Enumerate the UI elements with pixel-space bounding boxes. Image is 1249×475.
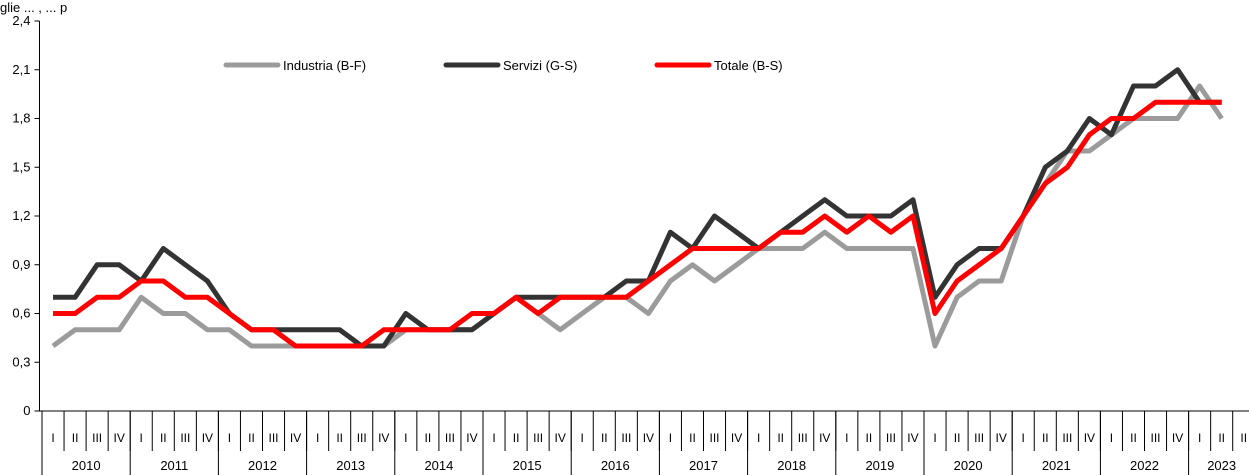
quarter-label: I <box>669 431 672 445</box>
quarter-label: II <box>866 431 873 445</box>
y-tick-label: 2,1 <box>12 62 30 77</box>
y-tick-label: 1,8 <box>12 111 30 126</box>
quarter-label: III <box>710 431 720 445</box>
quarter-label: IV <box>114 431 125 445</box>
quarter-label: I <box>581 431 584 445</box>
quarter-label: IV <box>290 431 301 445</box>
quarter-label: IV <box>555 431 566 445</box>
quarter-label: II <box>689 431 696 445</box>
quarter-label: III <box>1062 431 1072 445</box>
quarter-label: I <box>492 431 495 445</box>
y-tick-label: 0 <box>23 403 30 418</box>
quarter-label: I <box>404 431 407 445</box>
y-tick-label: 0,3 <box>12 354 30 369</box>
chart-axes: 00,30,60,91,21,51,82,12,4I II III IV I II III I… <box>12 13 1249 475</box>
quarter-label: III <box>92 431 102 445</box>
quarter-label: IV <box>643 431 654 445</box>
year-label: 2016 <box>601 458 630 473</box>
year-label: 2012 <box>248 458 277 473</box>
quarter-label: I <box>1110 431 1113 445</box>
quarter-label: II <box>248 431 255 445</box>
quarter-label: II <box>1240 431 1247 445</box>
quarter-label: III <box>269 431 279 445</box>
quarter-label: II <box>777 431 784 445</box>
quarter-label: I <box>228 431 231 445</box>
y-tick-label: 0,9 <box>12 257 30 272</box>
year-label: 2017 <box>689 458 718 473</box>
quarter-label: II <box>601 431 608 445</box>
quarter-label: IV <box>907 431 918 445</box>
legend-label-1: Industria (B-F) <box>283 58 366 73</box>
quarter-label: II <box>336 431 343 445</box>
legend-label-3: Totale (B-S) <box>714 58 783 73</box>
legend-label-2: Servizi (G-S) <box>503 58 577 73</box>
y-tick-label: 0,6 <box>12 306 30 321</box>
series-line-3 <box>53 99 1222 349</box>
quarter-label: IV <box>466 431 477 445</box>
quarter-label: IV <box>378 431 389 445</box>
year-label: 2022 <box>1130 458 1159 473</box>
year-label: 2011 <box>160 458 188 473</box>
quarter-label: IV <box>1172 431 1183 445</box>
year-label: 2023 <box>1207 458 1236 473</box>
quarter-label: IV <box>731 431 742 445</box>
quarter-label: I <box>933 431 936 445</box>
quarter-label: II <box>1130 431 1137 445</box>
y-tick-label: 2,4 <box>12 13 30 28</box>
quarter-label: III <box>357 431 367 445</box>
quarter-label: III <box>533 431 543 445</box>
header-text: glie ... , ... p <box>0 0 68 15</box>
quarter-label: III <box>180 431 190 445</box>
quarter-label: IV <box>1084 431 1095 445</box>
year-label: 2015 <box>513 458 542 473</box>
quarter-label: II <box>513 431 520 445</box>
year-label: 2013 <box>336 458 365 473</box>
quarter-label: III <box>886 431 896 445</box>
quarter-label: II <box>954 431 961 445</box>
quarter-label: I <box>316 431 319 445</box>
quarter-label: I <box>140 431 143 445</box>
quarter-label: IV <box>819 431 830 445</box>
quarter-label: III <box>974 431 984 445</box>
series-line-1 <box>51 83 1224 349</box>
quarter-label: I <box>1022 431 1025 445</box>
year-label: 2021 <box>1042 458 1071 473</box>
quarter-label: IV <box>996 431 1007 445</box>
quarter-label: III <box>621 431 631 445</box>
year-label: 2010 <box>72 458 101 473</box>
quarter-label: II <box>72 431 79 445</box>
series-layer <box>51 67 1224 349</box>
quarter-label: I <box>1198 431 1201 445</box>
year-label: 2018 <box>777 458 806 473</box>
quarter-label: II <box>1042 431 1049 445</box>
y-tick-label: 1,5 <box>12 159 30 174</box>
quarter-label: II <box>425 431 432 445</box>
y-tick-label: 1,2 <box>12 208 30 223</box>
quarter-label: I <box>757 431 760 445</box>
quarter-label: I <box>845 431 848 445</box>
year-label: 2019 <box>865 458 894 473</box>
quarter-label: IV <box>202 431 213 445</box>
year-label: 2020 <box>954 458 983 473</box>
quarter-label: II <box>160 431 167 445</box>
quarter-label: III <box>445 431 455 445</box>
quarter-label: II <box>1218 431 1225 445</box>
chart-legend: Industria (B-F) Servizi (G-S) Totale (B-S) <box>223 58 783 73</box>
year-label: 2014 <box>424 458 453 473</box>
quarter-label: III <box>798 431 808 445</box>
quarter-label: I <box>51 431 54 445</box>
quarter-label: III <box>1151 431 1161 445</box>
